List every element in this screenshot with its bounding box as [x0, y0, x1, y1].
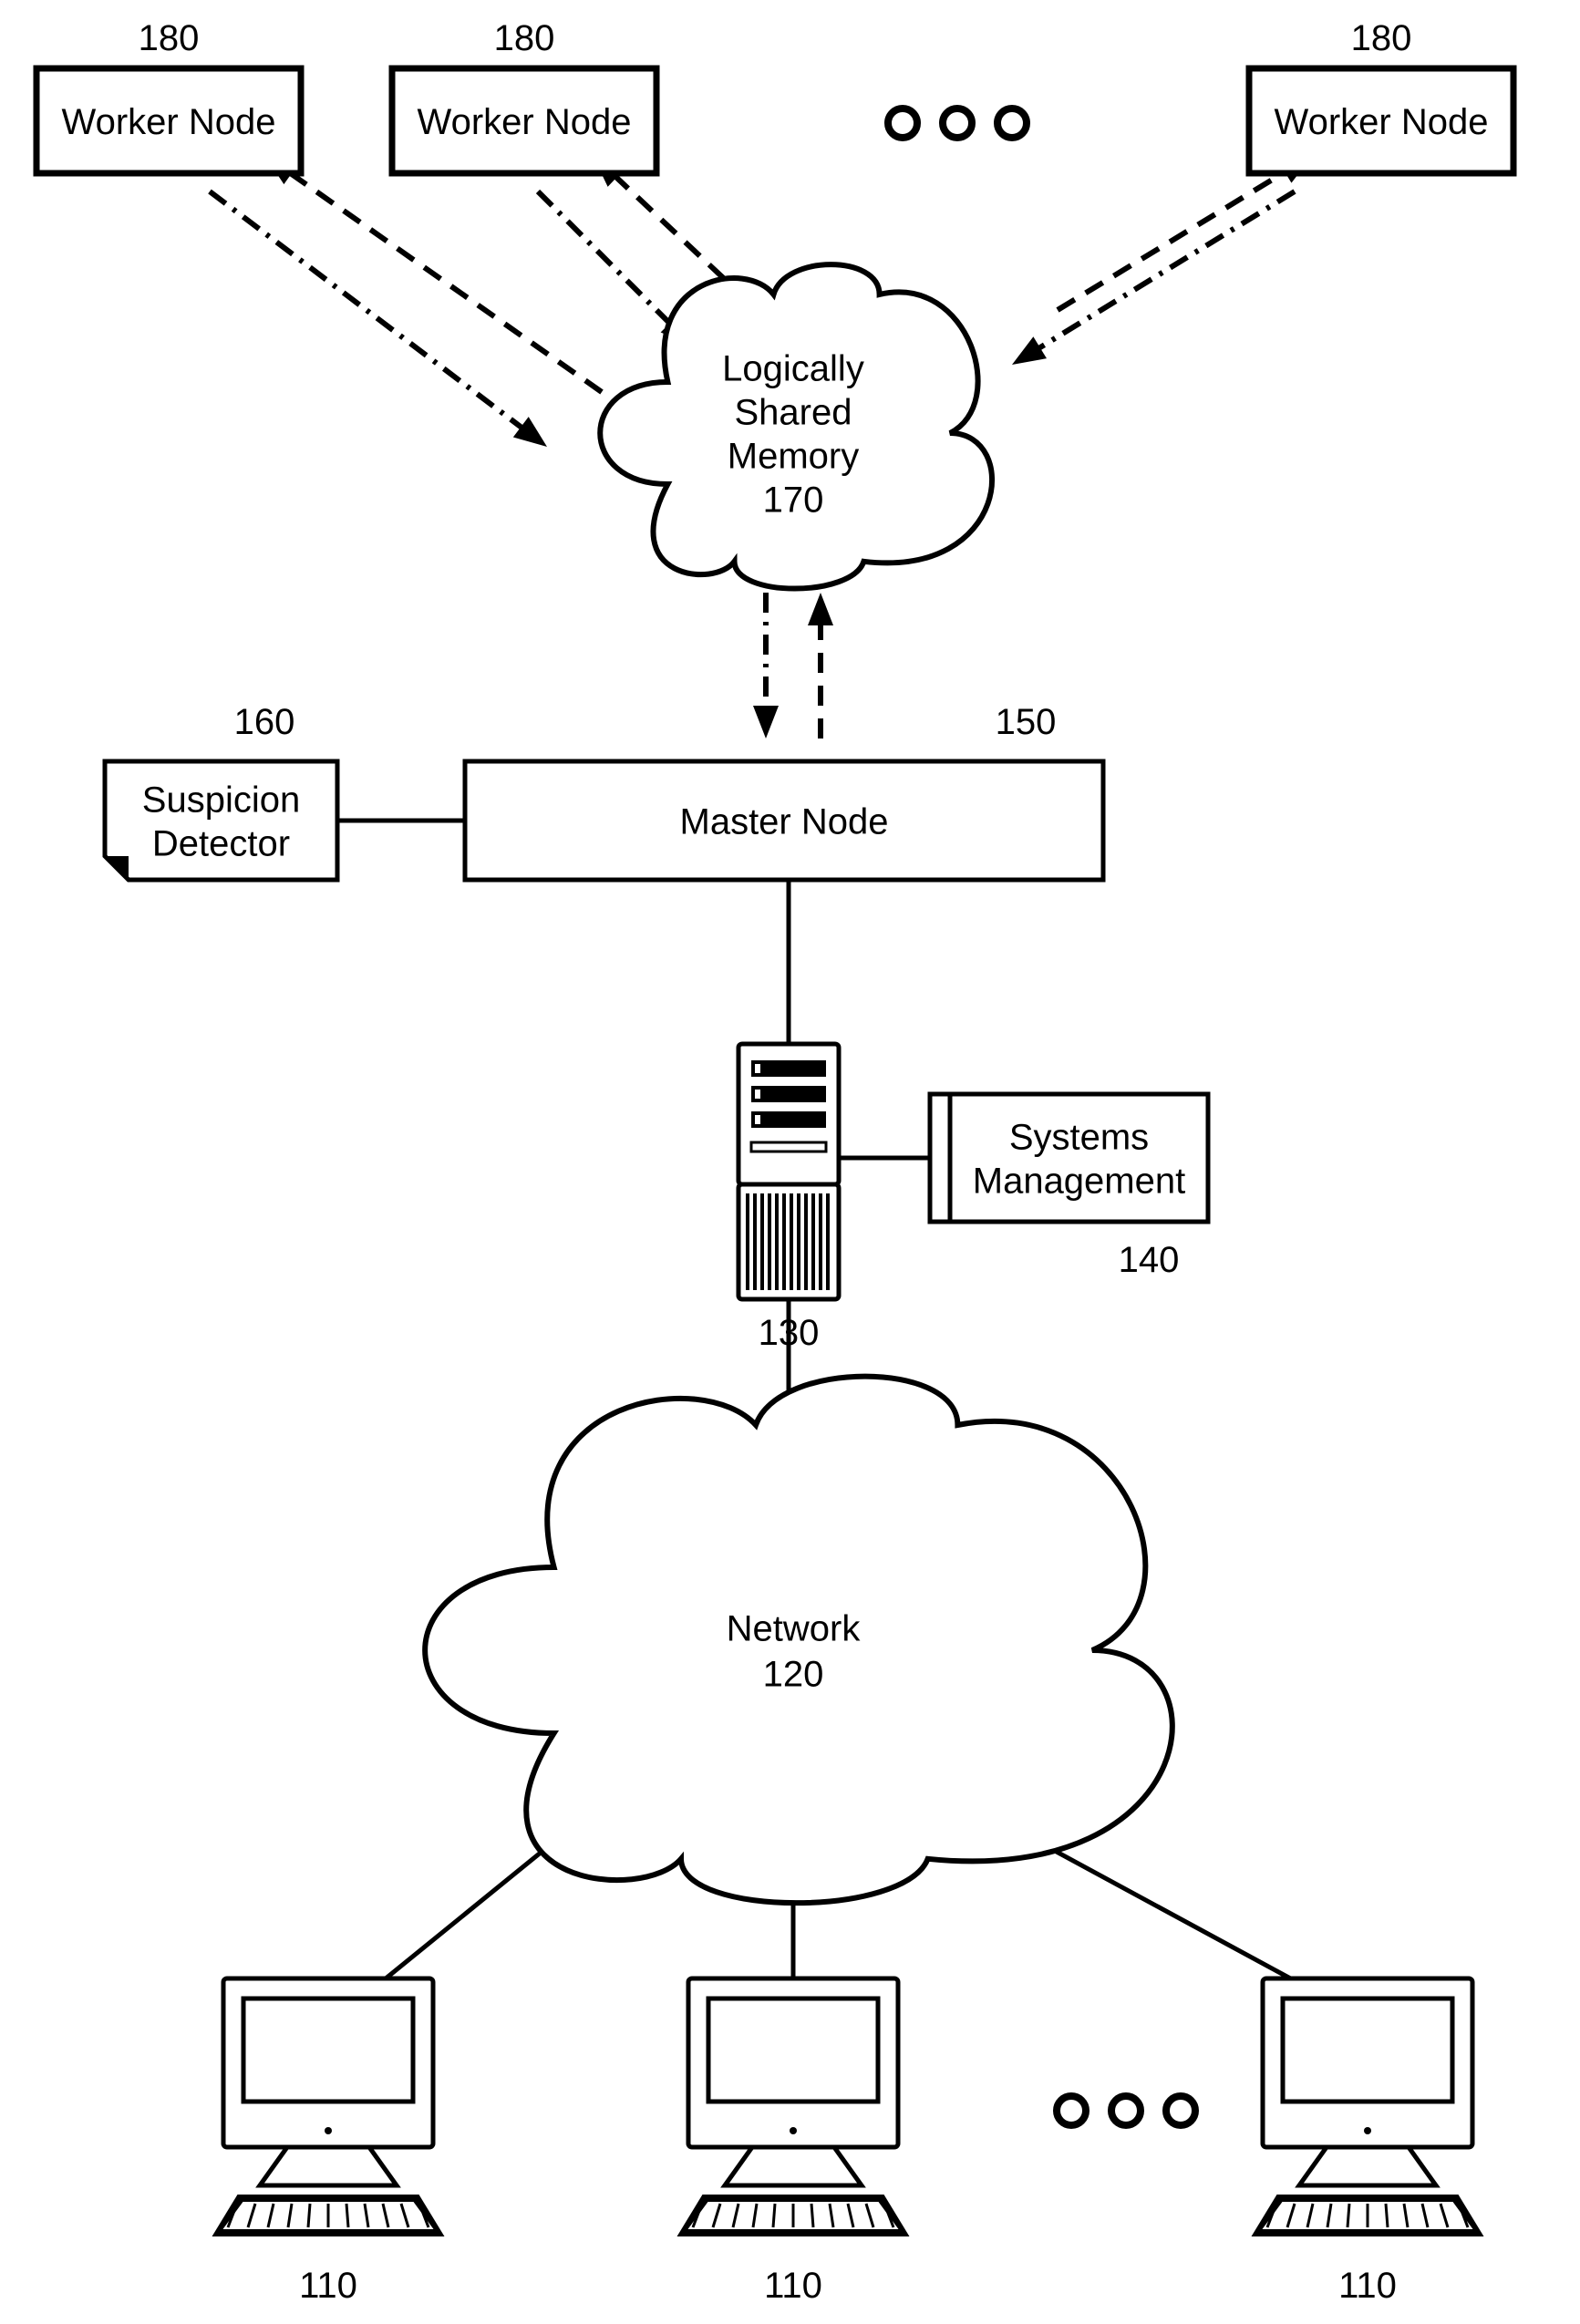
- svg-text:Worker Node: Worker Node: [418, 102, 632, 142]
- server-icon: [738, 1044, 839, 1299]
- svg-text:Memory: Memory: [728, 437, 859, 477]
- svg-text:150: 150: [996, 702, 1057, 742]
- svg-text:140: 140: [1119, 1240, 1180, 1280]
- svg-text:160: 160: [234, 702, 295, 742]
- svg-text:Systems: Systems: [1009, 1118, 1149, 1158]
- svg-text:Network: Network: [727, 1609, 862, 1649]
- computer-icon: [212, 1978, 445, 2236]
- svg-text:Management: Management: [973, 1162, 1185, 1202]
- ellipsis-dot: [888, 108, 917, 138]
- ellipsis-dot: [1111, 2096, 1141, 2125]
- svg-text:110: 110: [764, 2266, 822, 2306]
- svg-text:110: 110: [299, 2266, 357, 2306]
- svg-text:Master Node: Master Node: [680, 802, 889, 842]
- svg-text:Worker Node: Worker Node: [1275, 102, 1489, 142]
- svg-text:170: 170: [763, 480, 824, 521]
- ellipsis-dot: [943, 108, 972, 138]
- computer-icon: [1252, 1978, 1484, 2236]
- svg-text:180: 180: [1351, 18, 1412, 58]
- svg-text:Logically: Logically: [722, 349, 864, 389]
- svg-text:120: 120: [763, 1655, 824, 1695]
- svg-text:180: 180: [494, 18, 555, 58]
- ellipsis-dot: [1166, 2096, 1195, 2125]
- svg-text:Worker Node: Worker Node: [62, 102, 276, 142]
- svg-text:130: 130: [759, 1313, 820, 1353]
- svg-text:Detector: Detector: [152, 824, 290, 864]
- computer-icon: [677, 1978, 910, 2236]
- ellipsis-dot: [997, 108, 1027, 138]
- svg-text:180: 180: [139, 18, 200, 58]
- svg-text:110: 110: [1338, 2266, 1397, 2306]
- svg-text:Suspicion: Suspicion: [142, 780, 300, 821]
- sysmgmt: [930, 1094, 1208, 1222]
- diagram-canvas: Worker Node 180 Worker Node 180 Worker Node 1…: [0, 0, 1580, 2324]
- svg-text:Shared: Shared: [735, 393, 852, 433]
- ellipsis-dot: [1057, 2096, 1086, 2125]
